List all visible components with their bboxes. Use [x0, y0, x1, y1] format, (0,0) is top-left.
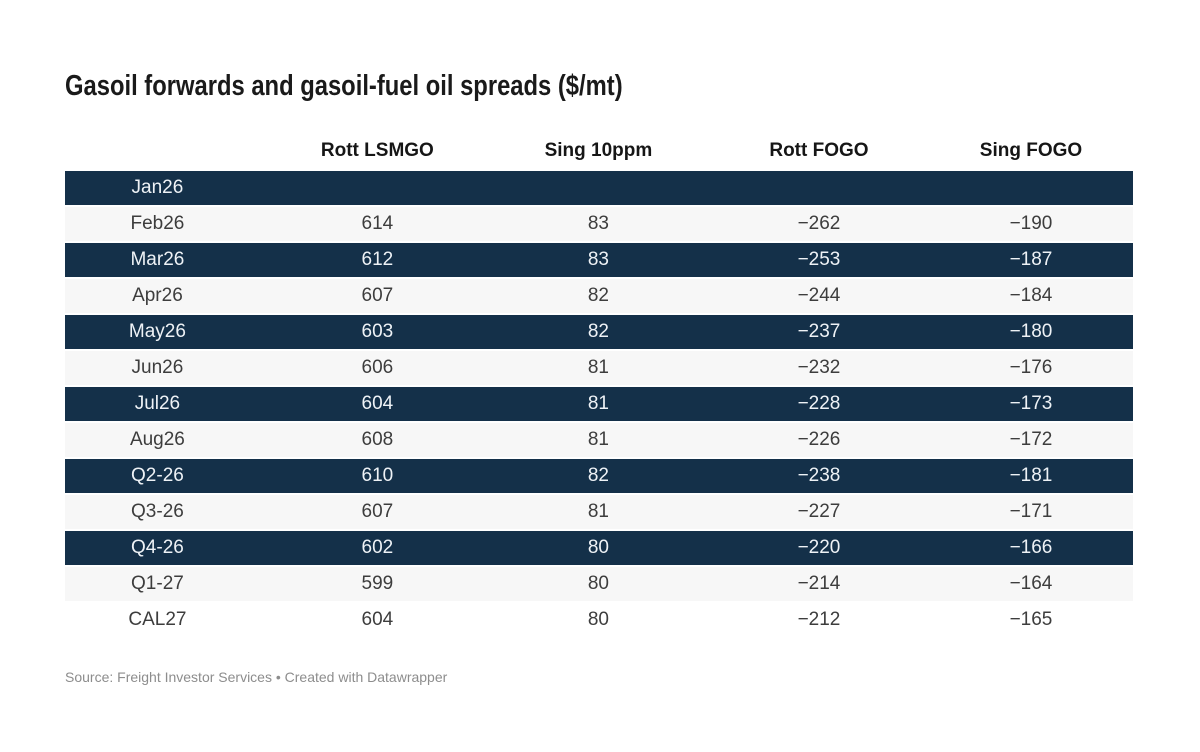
value-cell: 82 [487, 278, 709, 315]
value-cell: −164 [928, 566, 1133, 603]
value-cell: −184 [928, 278, 1133, 315]
value-cell: 81 [487, 386, 709, 423]
value-cell: −237 [708, 314, 929, 351]
value-cell: −176 [928, 350, 1133, 387]
value-cell [487, 171, 709, 207]
forwards-table: Rott LSMGO Sing 10ppm Rott FOGO Sing FOG… [65, 130, 1133, 639]
table-body: Jan26 Feb26 614 83 −262 −190 Mar26 612 83 −253 −18… [65, 171, 1133, 639]
row-label: Aug26 [65, 422, 267, 459]
row-label: Q4-26 [65, 530, 267, 567]
value-cell: 83 [487, 206, 709, 243]
page-title-text: Gasoil forwards and gasoil-fuel oil spre… [65, 70, 623, 102]
table-row: Q2-26 610 82 −238 −181 [65, 458, 1133, 495]
value-cell: 81 [487, 494, 709, 531]
value-cell: −253 [708, 242, 929, 279]
value-cell [266, 171, 488, 207]
table-row: Aug26 608 81 −226 −172 [65, 422, 1133, 459]
page-title: Gasoil forwards and gasoil-fuel oil spre… [65, 66, 1133, 102]
value-cell: 80 [487, 602, 709, 639]
table-row: Jan26 [65, 171, 1133, 207]
value-cell: 610 [266, 458, 488, 495]
value-cell: 599 [266, 566, 488, 603]
table-row: Q3-26 607 81 −227 −171 [65, 494, 1133, 531]
header-row: Rott LSMGO Sing 10ppm Rott FOGO Sing FOG… [65, 130, 1133, 171]
value-cell: −227 [708, 494, 929, 531]
table-row: Apr26 607 82 −244 −184 [65, 278, 1133, 315]
row-label: May26 [65, 314, 267, 351]
value-cell: 603 [266, 314, 488, 351]
value-cell: −180 [928, 314, 1133, 351]
value-cell: 80 [487, 566, 709, 603]
row-label: Jun26 [65, 350, 267, 387]
table-row: Jun26 606 81 −232 −176 [65, 350, 1133, 387]
column-header-label [65, 130, 267, 171]
value-cell [928, 171, 1133, 207]
value-cell: −228 [708, 386, 929, 423]
value-cell: −232 [708, 350, 929, 387]
table-row: Jul26 604 81 −228 −173 [65, 386, 1133, 423]
value-cell: −187 [928, 242, 1133, 279]
value-cell: −238 [708, 458, 929, 495]
value-cell [708, 171, 929, 207]
value-cell: 612 [266, 242, 488, 279]
value-cell: −244 [708, 278, 929, 315]
table-header: Rott LSMGO Sing 10ppm Rott FOGO Sing FOG… [65, 130, 1133, 171]
row-label: Feb26 [65, 206, 267, 243]
value-cell: 82 [487, 458, 709, 495]
value-cell: 83 [487, 242, 709, 279]
table-row: May26 603 82 −237 −180 [65, 314, 1133, 351]
value-cell: 602 [266, 530, 488, 567]
value-cell: 604 [266, 386, 488, 423]
row-label: Apr26 [65, 278, 267, 315]
column-header-sing-fogo: Sing FOGO [979, 139, 1083, 161]
value-cell: −165 [928, 602, 1133, 639]
value-cell: 614 [266, 206, 488, 243]
value-cell: −226 [708, 422, 929, 459]
value-cell: −173 [928, 386, 1133, 423]
value-cell: 608 [266, 422, 488, 459]
value-cell: −262 [708, 206, 929, 243]
value-cell: 604 [266, 602, 488, 639]
value-cell: −166 [928, 530, 1133, 567]
value-cell: −171 [928, 494, 1133, 531]
value-cell: 606 [266, 350, 488, 387]
column-header-rott-lsmgo: Rott LSMGO [320, 139, 434, 161]
table-row: Feb26 614 83 −262 −190 [65, 206, 1133, 243]
value-cell: −220 [708, 530, 929, 567]
value-cell: −214 [708, 566, 929, 603]
row-label: Q2-26 [65, 458, 267, 495]
table-row: Mar26 612 83 −253 −187 [65, 242, 1133, 279]
row-label: Jan26 [65, 171, 267, 207]
row-label: Mar26 [65, 242, 267, 279]
value-cell: −190 [928, 206, 1133, 243]
value-cell: −172 [928, 422, 1133, 459]
column-header-sing-10ppm: Sing 10ppm [544, 139, 653, 161]
table-row: Q4-26 602 80 −220 −166 [65, 530, 1133, 567]
value-cell: 81 [487, 422, 709, 459]
table-row: CAL27 604 80 −212 −165 [65, 602, 1133, 639]
row-label: Jul26 [65, 386, 267, 423]
row-label: Q3-26 [65, 494, 267, 531]
row-label: CAL27 [65, 602, 267, 639]
value-cell: −181 [928, 458, 1133, 495]
column-header-rott-fogo: Rott FOGO [769, 139, 869, 161]
value-cell: 607 [266, 494, 488, 531]
value-cell: 80 [487, 530, 709, 567]
value-cell: 81 [487, 350, 709, 387]
value-cell: 607 [266, 278, 488, 315]
table-row: Q1-27 599 80 −214 −164 [65, 566, 1133, 603]
source-attribution: Source: Freight Investor Services • Crea… [65, 669, 448, 685]
value-cell: 82 [487, 314, 709, 351]
row-label: Q1-27 [65, 566, 267, 603]
value-cell: −212 [708, 602, 929, 639]
